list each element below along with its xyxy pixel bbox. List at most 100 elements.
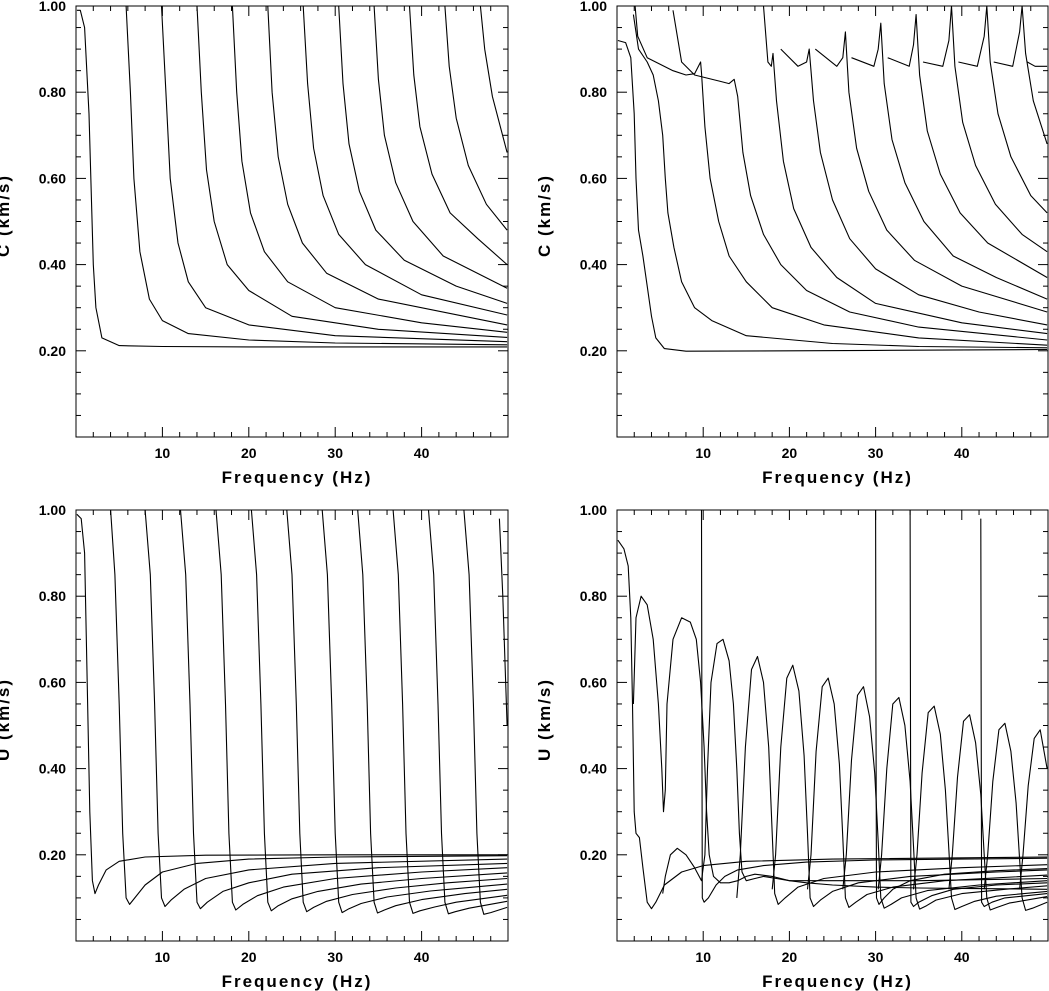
plot-frame [616, 5, 1049, 438]
mode-curve-5 [771, 664, 1048, 908]
mode-curve-10 [444, 6, 508, 231]
mode-curve-7 [338, 6, 508, 304]
mode-curve-0 [617, 539, 1048, 910]
x-tick-label: 10 [695, 445, 711, 461]
y-tick-label: 1.00 [39, 502, 66, 518]
y-tick-label: 0.40 [580, 761, 607, 777]
mode-curve-5 [780, 48, 1048, 326]
mode-curve-11 [463, 510, 508, 915]
mode-curve-2 [634, 6, 1048, 346]
y-tick-label: 1.00 [39, 0, 66, 14]
curves-group [617, 6, 1048, 352]
mode-curve-13 [980, 518, 1048, 908]
mode-curve-6 [302, 6, 508, 316]
mode-curve-9 [408, 6, 508, 266]
x-axis-label: Frequency (Hz) [762, 468, 913, 487]
mode-curve-15 [1019, 729, 1048, 890]
mode-curve-5 [267, 6, 508, 326]
x-tick-label: 10 [155, 445, 171, 461]
x-tick-label: 20 [782, 445, 798, 461]
y-axis-label: U (km/s) [0, 678, 13, 761]
x-tick-label: 20 [241, 445, 257, 461]
y-tick-label: 0.20 [39, 847, 66, 863]
mode-curve-1 [632, 14, 1048, 349]
mode-curve-9 [392, 510, 508, 914]
chart-panel-phase-love: 10 20 30 40 0.20 0.40 0.60 0.80 1.00 Frequency (H… [0, 0, 509, 487]
y-tick-label: 0.80 [39, 84, 66, 100]
mode-curve-6 [806, 677, 1048, 908]
mode-curve-11 [993, 6, 1048, 145]
mode-curve-12 [948, 714, 1048, 911]
x-tick-label: 30 [327, 949, 343, 965]
y-tick-label: 0.40 [39, 761, 66, 777]
mode-curve-5 [250, 510, 508, 912]
mode-curve-0 [76, 9, 508, 348]
x-tick-label: 20 [782, 949, 798, 965]
chart-panel-group-love: 10 20 30 40 0.20 0.40 0.60 0.80 1.00 Frequency (H… [0, 502, 509, 991]
x-tick-label: 40 [414, 949, 430, 965]
mode-curve-0 [617, 39, 1048, 352]
mode-curve-10 [427, 510, 508, 915]
mode-curve-1 [110, 510, 508, 905]
mode-curve-7 [851, 22, 1048, 300]
mode-curve-8 [373, 6, 508, 289]
mode-curve-7 [842, 686, 1048, 909]
mode-curve-11 [479, 6, 508, 153]
y-tick-label: 0.20 [39, 343, 66, 359]
x-tick-label: 30 [868, 949, 884, 965]
chart-panel-group-rayleigh: 10 20 30 40 0.20 0.40 0.60 0.80 1.00 Frequency (H… [535, 502, 1049, 991]
y-tick-label: 1.00 [580, 502, 607, 518]
x-tick-label: 20 [241, 949, 257, 965]
plot-frame [75, 5, 509, 438]
y-tick-label: 0.60 [39, 170, 66, 186]
y-axis-label: C (km/s) [0, 174, 13, 257]
y-tick-label: 0.60 [580, 170, 607, 186]
mode-curve-10 [958, 6, 1048, 214]
mode-curve-7 [321, 510, 508, 914]
mode-curve-0 [76, 513, 508, 895]
mode-curve-9 [877, 696, 1048, 910]
x-tick-label: 30 [327, 445, 343, 461]
y-tick-label: 0.80 [580, 84, 607, 100]
x-tick-label: 40 [954, 445, 970, 461]
mode-curve-6 [814, 31, 1048, 313]
mode-curve-8 [875, 510, 1048, 905]
x-axis-label: Frequency (Hz) [222, 468, 373, 487]
y-tick-label: 0.40 [39, 257, 66, 273]
mode-curve-11 [912, 705, 1048, 911]
y-tick-label: 0.60 [39, 674, 66, 690]
y-tick-label: 0.80 [39, 588, 66, 604]
curves-group [76, 510, 508, 915]
mode-curve-10 [909, 510, 1048, 908]
mode-curve-3 [196, 6, 508, 338]
mode-curve-4 [215, 510, 508, 911]
mode-curve-12 [498, 518, 508, 726]
mode-curve-14 [983, 722, 1048, 911]
y-tick-label: 0.80 [580, 588, 607, 604]
mode-curve-8 [887, 14, 1048, 278]
x-axis-label: Frequency (Hz) [222, 972, 373, 991]
x-tick-label: 40 [414, 445, 430, 461]
mode-curve-2 [160, 6, 508, 343]
curves-group [617, 510, 1048, 911]
mode-curve-4 [762, 6, 1048, 335]
mode-curve-2 [662, 638, 1048, 894]
x-tick-label: 40 [954, 949, 970, 965]
x-axis-label: Frequency (Hz) [762, 972, 913, 991]
y-axis-label: C (km/s) [535, 174, 554, 257]
x-tick-label: 30 [868, 445, 884, 461]
x-tick-label: 10 [155, 949, 171, 965]
x-tick-label: 10 [695, 949, 711, 965]
mode-curve-4 [736, 655, 1048, 905]
mode-curve-8 [357, 510, 508, 914]
mode-curve-12 [1027, 61, 1048, 67]
curves-group [76, 6, 508, 348]
mode-curve-1 [125, 6, 508, 346]
mode-curve-3 [700, 510, 1048, 903]
mode-curve-4 [231, 6, 508, 333]
y-tick-label: 1.00 [580, 0, 607, 14]
mode-curve-6 [286, 510, 508, 913]
mode-curve-3 [672, 10, 1048, 341]
mode-curve-1 [632, 595, 1048, 890]
